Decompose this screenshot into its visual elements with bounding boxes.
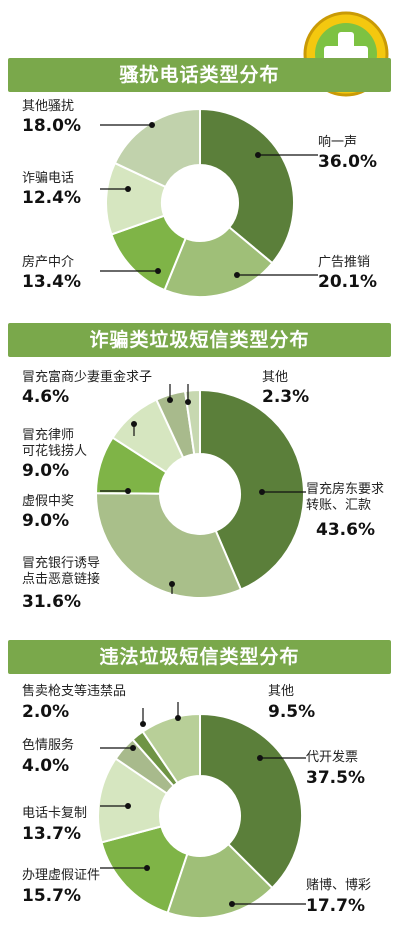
slice-percent: 9.0% (22, 511, 70, 531)
slice-label: 代开发票 (306, 750, 359, 765)
slice-percent: 12.4% (22, 188, 81, 208)
slice-label: 售卖枪支等违禁品 (22, 684, 127, 699)
leader-dot (169, 581, 175, 587)
donut-slice (95, 492, 243, 599)
leader-dot (131, 421, 137, 427)
slice-percent: 37.5% (306, 768, 365, 788)
leader-dot (125, 186, 131, 192)
chart-3-title: 违法垃圾短信类型分布 (8, 640, 391, 674)
leader-dot (259, 489, 265, 495)
donut-slice (183, 388, 201, 456)
donut-slice (141, 712, 201, 785)
slice-label: 办理虚假证件 (22, 868, 101, 883)
slice-label: 色情服务 (22, 738, 75, 753)
slice-label: 电话卡复制 (22, 806, 88, 821)
slice-label: 冒充富商少妻重金求子 (22, 370, 153, 385)
chart-3-donut: 代开发票 37.5% 赌博、博彩 17.7% 办理虚假证件 15.7% 电话卡复制 13.7%… (0, 678, 401, 946)
leader-dot (175, 715, 181, 721)
leader-dot (229, 901, 235, 907)
slice-percent: 15.7% (22, 886, 81, 906)
slice-label: 其他 (262, 370, 289, 385)
slice-label: 赌博、博彩 (306, 878, 372, 893)
slice-percent: 31.6% (22, 592, 81, 612)
donut-svg (94, 384, 306, 599)
leader-dot (155, 268, 161, 274)
leader-dot (125, 488, 131, 494)
slice-label: 房产中介 (22, 255, 75, 270)
slice-percent: 2.0% (22, 702, 70, 722)
slice-label: 诈骗电话 (22, 171, 75, 186)
slice-percent: 18.0% (22, 116, 81, 136)
slice-label: 冒充律师 可花钱捞人 (22, 428, 88, 459)
leader-dot (167, 397, 173, 403)
leader-dot (185, 399, 191, 405)
slice-label: 广告推销 (318, 255, 371, 270)
chart-2-title: 诈骗类垃圾短信类型分布 (8, 323, 391, 357)
leader-dot (130, 745, 136, 751)
slice-percent: 13.7% (22, 824, 81, 844)
leader-dot (257, 755, 263, 761)
donut-slice (166, 842, 274, 919)
leader-dot (140, 721, 146, 727)
slice-percent: 43.6% (316, 520, 375, 540)
donut-slice (163, 225, 274, 298)
slice-label: 冒充房东要求 转账、汇款 (306, 482, 385, 513)
slice-label: 其他骚扰 (22, 99, 75, 114)
donut-slice (199, 107, 295, 265)
slice-percent: 13.4% (22, 272, 81, 292)
chart-1-title: 骚扰电话类型分布 (8, 58, 391, 92)
slice-label: 响一声 (318, 135, 358, 150)
slice-percent: 4.0% (22, 756, 70, 776)
chart-2-donut: 冒充房东要求 转账、汇款 43.6% 冒充银行诱导 点击恶意链接 31.6% 虚假中奖 9… (0, 360, 401, 635)
leader-dot (255, 152, 261, 158)
slice-percent: 2.3% (262, 387, 310, 407)
slice-percent: 9.5% (268, 702, 316, 722)
slice-label: 虚假中奖 (22, 494, 75, 509)
slice-percent: 9.0% (22, 461, 70, 481)
slice-percent: 20.1% (318, 272, 377, 292)
slice-percent: 17.7% (306, 896, 365, 916)
chart-1-donut: 响一声 36.0% 广告推销 20.1% 房产中介 13.4% 诈骗电话 12.4% 其他骚扰 1… (0, 95, 401, 315)
leader-dot (144, 865, 150, 871)
donut-slice (113, 107, 201, 189)
leader-dot (234, 272, 240, 278)
leader-dot (149, 122, 155, 128)
donut-svg (100, 107, 318, 298)
slice-label: 冒充银行诱导 点击恶意链接 (22, 556, 101, 587)
slice-percent: 4.6% (22, 387, 70, 407)
slice-label: 其他 (268, 684, 295, 699)
slice-percent: 36.0% (318, 152, 377, 172)
donut-svg (97, 702, 306, 919)
leader-dot (125, 803, 131, 809)
donut-slice (199, 388, 305, 591)
